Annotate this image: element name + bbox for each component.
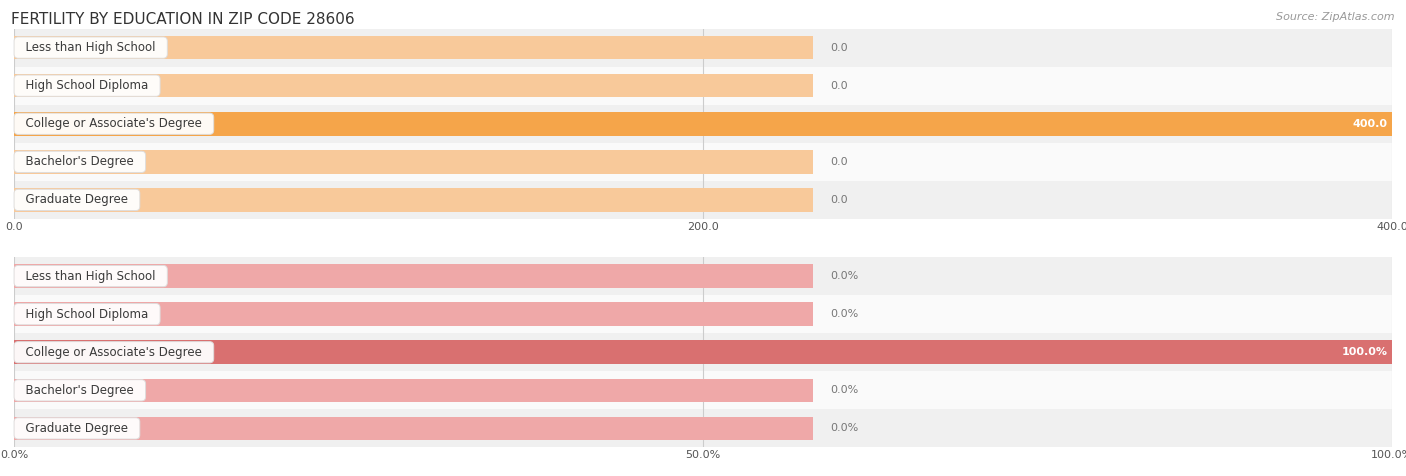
- Text: Less than High School: Less than High School: [18, 41, 163, 54]
- Text: Source: ZipAtlas.com: Source: ZipAtlas.com: [1277, 12, 1395, 22]
- Text: Graduate Degree: Graduate Degree: [18, 422, 136, 435]
- Bar: [14, 333, 1392, 371]
- Text: High School Diploma: High School Diploma: [18, 307, 156, 321]
- Text: 0.0%: 0.0%: [830, 385, 858, 396]
- Text: 0.0%: 0.0%: [830, 423, 858, 434]
- Text: Bachelor's Degree: Bachelor's Degree: [18, 384, 142, 397]
- Bar: [14, 416, 813, 440]
- Bar: [14, 150, 813, 174]
- Bar: [14, 371, 1392, 409]
- Bar: [14, 112, 1392, 136]
- Bar: [14, 36, 813, 60]
- Text: 0.0%: 0.0%: [830, 271, 858, 281]
- Bar: [14, 295, 1392, 333]
- Bar: [14, 181, 1392, 219]
- Text: High School Diploma: High School Diploma: [18, 79, 156, 92]
- Text: Less than High School: Less than High School: [18, 269, 163, 283]
- Text: College or Associate's Degree: College or Associate's Degree: [18, 346, 209, 359]
- Bar: [14, 67, 1392, 105]
- Bar: [14, 257, 1392, 295]
- Bar: [14, 378, 813, 402]
- Bar: [14, 188, 813, 212]
- Bar: [14, 74, 813, 98]
- Text: FERTILITY BY EDUCATION IN ZIP CODE 28606: FERTILITY BY EDUCATION IN ZIP CODE 28606: [11, 12, 354, 27]
- Text: Graduate Degree: Graduate Degree: [18, 193, 136, 207]
- Text: 0.0: 0.0: [830, 42, 848, 53]
- Bar: [14, 105, 1392, 143]
- Bar: [14, 143, 1392, 181]
- Bar: [14, 264, 813, 288]
- Text: 0.0%: 0.0%: [830, 309, 858, 319]
- Bar: [14, 409, 1392, 447]
- Text: 100.0%: 100.0%: [1341, 347, 1388, 357]
- Text: 0.0: 0.0: [830, 80, 848, 91]
- Bar: [14, 302, 813, 326]
- Bar: [14, 29, 1392, 67]
- Text: 0.0: 0.0: [830, 157, 848, 167]
- Text: College or Associate's Degree: College or Associate's Degree: [18, 117, 209, 130]
- Text: 0.0: 0.0: [830, 195, 848, 205]
- Text: 400.0: 400.0: [1353, 119, 1388, 129]
- Text: Bachelor's Degree: Bachelor's Degree: [18, 155, 142, 169]
- Bar: [14, 340, 1392, 364]
